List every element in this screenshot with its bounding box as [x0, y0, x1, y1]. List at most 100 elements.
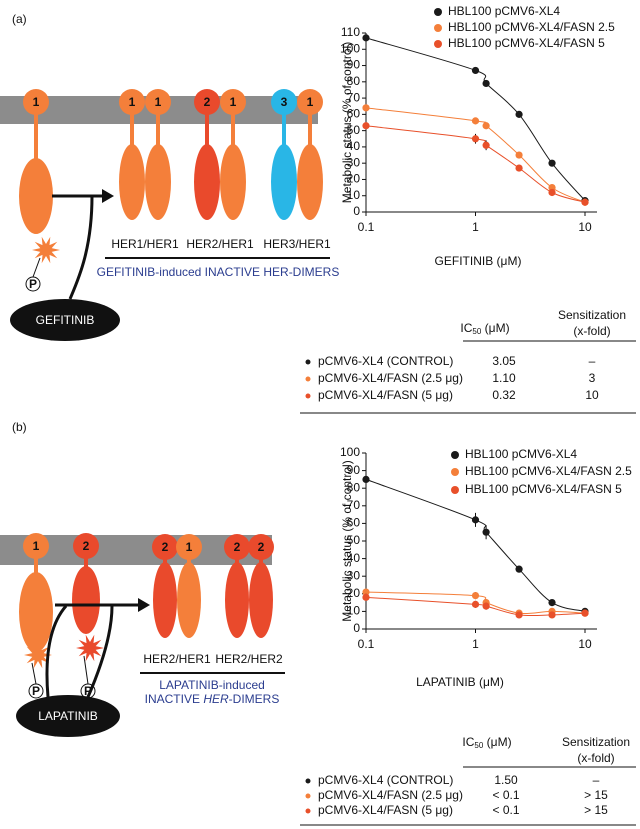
- receptor-head: [248, 534, 274, 560]
- ic50-main: IC: [460, 321, 472, 335]
- y-tick-label: 10: [347, 604, 361, 618]
- y-tick-label: 100: [340, 41, 360, 55]
- receptor-domain: [145, 144, 171, 220]
- receptor-number: 1: [33, 95, 40, 109]
- data-point: [548, 159, 556, 167]
- receptor-head: [23, 533, 49, 559]
- legend-label: HBL100 pCMV6-XL4/FASN 5: [448, 36, 605, 50]
- drug-line: [86, 605, 114, 698]
- legend-marker: [434, 40, 442, 48]
- x-tick-label: 1: [472, 220, 479, 234]
- y-tick-label: 40: [347, 551, 361, 565]
- receptor-head: [194, 89, 220, 115]
- legend-label: HBL100 pCMV6-XL4: [465, 447, 577, 461]
- receptor-domain: [220, 144, 246, 220]
- data-point: [362, 104, 370, 112]
- row-sensitization: > 15: [584, 803, 608, 817]
- receptor-domain: [225, 562, 249, 638]
- data-point: [471, 66, 480, 75]
- row-sensitization: –: [593, 773, 600, 787]
- y-tick-label: 20: [347, 586, 361, 600]
- data-point: [515, 151, 523, 159]
- dimer-name: HER3/HER1: [263, 237, 331, 251]
- legend-label: HBL100 pCMV6-XL4: [448, 4, 560, 18]
- y-tick-label: 110: [341, 25, 360, 39]
- receptor-domain: [271, 144, 297, 220]
- receptor-head: [220, 89, 246, 115]
- caption-part: HER: [203, 692, 229, 706]
- data-point: [548, 611, 556, 619]
- data-point: [548, 599, 556, 607]
- row-bullet: [305, 778, 311, 784]
- receptor-domain: [153, 562, 177, 638]
- receptor-number: 1: [186, 540, 193, 554]
- row-bullet: [305, 393, 311, 399]
- data-point: [515, 611, 523, 619]
- receptor-head: [152, 534, 178, 560]
- receptor-head: [119, 89, 145, 115]
- x-tick-label: 10: [578, 220, 592, 234]
- dimer-caption: GEFITINIB-induced INACTIVE HER-DIMERS: [97, 265, 340, 279]
- receptor-head: [224, 534, 250, 560]
- row-name: pCMV6-XL4/FASN (2.5 μg): [318, 371, 463, 385]
- data-point: [515, 164, 523, 172]
- row-name: pCMV6-XL4 (CONTROL): [318, 354, 453, 368]
- row-sensitization: 3: [589, 371, 596, 385]
- row-ic50: < 0.1: [492, 803, 519, 817]
- row-ic50: 3.05: [492, 354, 516, 368]
- phospho-burst: [32, 236, 60, 264]
- caption-part: LAPATINIB-induced: [159, 678, 265, 692]
- data-point: [362, 34, 370, 42]
- phospho-label: P: [84, 684, 92, 698]
- receptor-domain: [297, 144, 323, 220]
- y-tick-label: 10: [347, 188, 361, 202]
- data-point: [471, 516, 480, 524]
- y-tick-label: 0: [353, 204, 360, 218]
- data-point: [471, 591, 480, 600]
- phospho-link: [83, 655, 89, 685]
- phospho-label: P: [29, 277, 37, 291]
- legend-label: HBL100 pCMV6-XL4/FASN 2.5: [448, 20, 615, 34]
- receptor-domain: [72, 566, 100, 634]
- dimer-name: HER2/HER2: [215, 652, 283, 666]
- y-axis-label: Metabolic status (% of control): [340, 42, 354, 203]
- y-tick-label: 90: [347, 463, 361, 477]
- y-tick-label: 90: [347, 58, 361, 72]
- dimer-name: HER1/HER1: [111, 237, 179, 251]
- receptor-number: 1: [307, 95, 314, 109]
- receptor-number: 1: [129, 95, 136, 109]
- y-tick-label: 50: [347, 123, 361, 137]
- receptor-head: [271, 89, 297, 115]
- row-bullet: [305, 376, 311, 382]
- drug-ellipse: [10, 299, 120, 341]
- legend-label: HBL100 pCMV6-XL4/FASN 5: [465, 482, 622, 496]
- caption-part: GEFITINIB-induced INACTIVE HER-DIMERS: [97, 265, 340, 279]
- receptor-domain: [249, 562, 273, 638]
- phospho-circle: [25, 276, 41, 292]
- y-tick-label: 30: [347, 568, 361, 582]
- receptor-number: 2: [204, 95, 211, 109]
- row-ic50: 0.32: [492, 388, 516, 402]
- receptor-number: 1: [33, 539, 40, 553]
- sensitization-header: Sensitization: [562, 735, 630, 749]
- row-bullet: [305, 793, 311, 799]
- row-ic50: 1.50: [494, 773, 518, 787]
- ic50-header: IC50 (μM): [460, 321, 509, 336]
- row-ic50: < 0.1: [492, 788, 519, 802]
- arrow-head: [138, 598, 150, 612]
- y-tick-label: 80: [347, 480, 361, 494]
- y-tick-label: 100: [340, 445, 360, 459]
- x-tick-label: 0.1: [358, 220, 375, 234]
- phospho-label: P: [32, 684, 40, 698]
- receptor-head: [23, 89, 49, 115]
- drug-line: [45, 605, 68, 698]
- data-point: [581, 198, 589, 206]
- receptor-domain: [177, 562, 201, 638]
- data-point: [471, 117, 480, 125]
- row-name: pCMV6-XL4 (CONTROL): [318, 773, 453, 787]
- ic50-sub: 50: [474, 741, 483, 750]
- ic50-header: IC50 (μM): [462, 735, 511, 750]
- sensitization-header: (x-fold): [573, 324, 610, 338]
- y-tick-label: 30: [347, 155, 361, 169]
